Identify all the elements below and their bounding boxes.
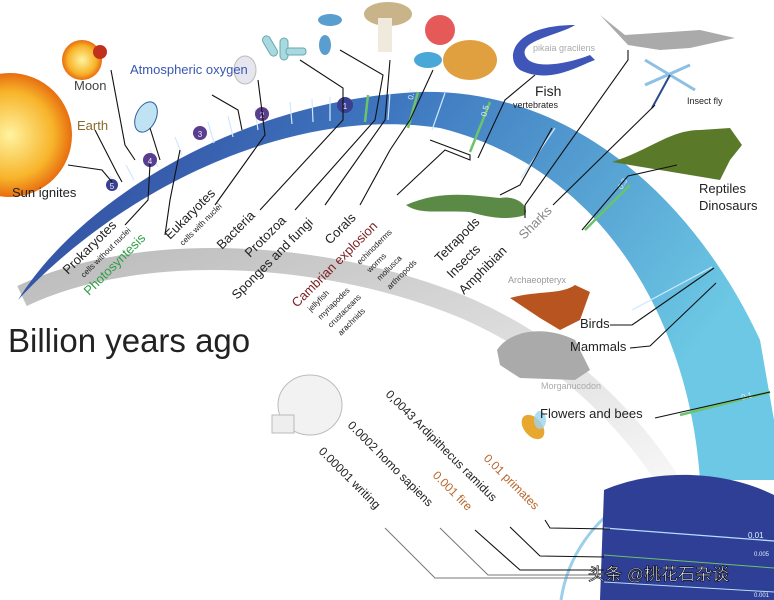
tick-5: 5 — [110, 182, 115, 191]
protozoa-picture — [318, 14, 342, 26]
watermark: 头条 @桃花石杂谈 — [588, 565, 729, 584]
label-morganucodon: Morganucodon — [541, 381, 601, 391]
label-insect-fly: Insect fly — [687, 96, 723, 106]
label-mammals: Mammals — [570, 339, 627, 354]
bee-picture — [521, 411, 546, 440]
tick-0.5: 0.5 — [479, 104, 491, 118]
tick-0.7: 0.7 — [406, 87, 417, 100]
shark-picture — [600, 15, 735, 50]
leader-lines — [67, 49, 771, 571]
prokaryote-picture — [134, 101, 158, 133]
time-band — [18, 91, 774, 480]
pikaia-picture — [512, 25, 595, 76]
label-pikaia: pikaia gracilens — [533, 43, 596, 53]
label-fish: Fish — [535, 83, 561, 99]
eukaryote-picture — [233, 55, 257, 85]
tick-0.005: 0.005 — [754, 552, 770, 558]
tick-1: 1 — [343, 102, 348, 111]
dinosaur-picture — [612, 128, 742, 180]
page-title: Billion years ago — [8, 322, 250, 359]
skull-picture — [271, 374, 343, 436]
label-flowers-bees: Flowers and bees — [540, 406, 643, 421]
dragonfly-picture — [644, 58, 696, 109]
sun-picture — [0, 73, 72, 197]
morganucodon-picture — [497, 331, 590, 380]
gray-arc — [17, 248, 690, 506]
era-markers: 5 4 3 2 1 0.7 0.5 0.3 0.1 — [106, 87, 754, 402]
bacteria-picture — [262, 35, 307, 61]
tick-3: 3 — [198, 130, 203, 139]
amphibian-picture — [406, 194, 526, 219]
tick-4: 4 — [148, 157, 153, 166]
protozoa-picture-2 — [319, 35, 331, 55]
label-earth: Earth — [77, 118, 108, 133]
label-birds: Birds — [580, 316, 610, 331]
label-reptiles: Reptiles — [699, 181, 746, 196]
moon-picture — [62, 40, 107, 80]
label-vertebrates: vertebrates — [513, 100, 559, 110]
gray-leader-lines — [384, 527, 600, 579]
archaeopteryx-picture — [510, 285, 590, 330]
recent-era-block — [600, 474, 774, 600]
coral-picture — [414, 15, 497, 80]
label-dinosaurs: Dinosaurs — [699, 198, 758, 213]
label-sun-ignites: Sun ignites — [12, 185, 77, 200]
mushroom-picture — [364, 2, 412, 52]
tick-0.1: 0.1 — [740, 390, 754, 402]
tick-0.001: 0.001 — [754, 593, 770, 599]
tick-0.01: 0.01 — [748, 531, 764, 540]
label-archaeopteryx: Archaeopteryx — [508, 275, 567, 285]
label-atmospheric: Atmospheric oxygen — [130, 62, 248, 77]
label-moon: Moon — [74, 78, 107, 93]
